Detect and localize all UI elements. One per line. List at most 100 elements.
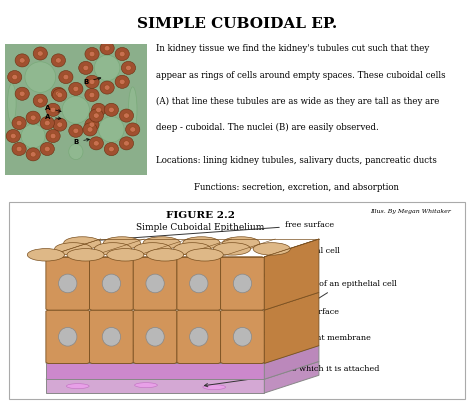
Ellipse shape — [89, 137, 103, 150]
Ellipse shape — [87, 127, 93, 132]
Polygon shape — [90, 257, 133, 310]
Text: basement membrane: basement membrane — [259, 334, 371, 370]
Ellipse shape — [135, 383, 157, 388]
Ellipse shape — [124, 141, 129, 146]
Ellipse shape — [45, 146, 50, 152]
Ellipse shape — [79, 61, 93, 75]
Ellipse shape — [53, 88, 67, 102]
Ellipse shape — [26, 148, 40, 161]
Ellipse shape — [104, 103, 118, 116]
Ellipse shape — [30, 152, 36, 157]
Ellipse shape — [50, 133, 56, 139]
Ellipse shape — [73, 128, 79, 133]
Ellipse shape — [186, 249, 223, 261]
Polygon shape — [46, 346, 319, 364]
Ellipse shape — [59, 71, 73, 84]
Text: (A) that line these tubules are as wide as they are tall as they are: (A) that line these tubules are as wide … — [156, 97, 440, 106]
Ellipse shape — [45, 120, 50, 126]
Ellipse shape — [89, 92, 95, 98]
Ellipse shape — [8, 84, 16, 123]
Ellipse shape — [104, 85, 110, 90]
Ellipse shape — [119, 52, 125, 57]
Ellipse shape — [37, 98, 43, 103]
Ellipse shape — [16, 120, 22, 126]
Ellipse shape — [100, 42, 114, 55]
Ellipse shape — [85, 75, 99, 88]
Ellipse shape — [174, 243, 211, 255]
Ellipse shape — [33, 94, 47, 107]
Ellipse shape — [83, 65, 89, 71]
Ellipse shape — [89, 52, 95, 57]
Ellipse shape — [134, 243, 171, 255]
Polygon shape — [133, 257, 177, 310]
Polygon shape — [264, 361, 319, 393]
Polygon shape — [264, 292, 319, 364]
Ellipse shape — [128, 87, 137, 133]
Ellipse shape — [93, 141, 99, 146]
Ellipse shape — [85, 48, 99, 60]
Ellipse shape — [10, 133, 16, 139]
Ellipse shape — [57, 92, 63, 98]
Ellipse shape — [25, 62, 55, 92]
Ellipse shape — [19, 91, 25, 96]
Ellipse shape — [85, 88, 99, 102]
Ellipse shape — [124, 113, 129, 118]
Ellipse shape — [104, 46, 110, 51]
Ellipse shape — [223, 237, 260, 249]
Ellipse shape — [102, 274, 120, 293]
Ellipse shape — [85, 118, 99, 131]
Ellipse shape — [51, 87, 65, 100]
Ellipse shape — [109, 107, 114, 112]
Polygon shape — [46, 310, 90, 364]
Ellipse shape — [55, 243, 92, 255]
Ellipse shape — [94, 243, 131, 255]
Ellipse shape — [94, 55, 120, 81]
Ellipse shape — [6, 129, 20, 143]
Ellipse shape — [119, 79, 125, 84]
Ellipse shape — [190, 274, 208, 293]
Ellipse shape — [46, 103, 60, 116]
Ellipse shape — [55, 58, 61, 63]
Ellipse shape — [213, 243, 251, 255]
Ellipse shape — [126, 65, 131, 71]
Polygon shape — [46, 364, 264, 379]
Text: A: A — [45, 114, 61, 120]
Ellipse shape — [67, 249, 104, 261]
Ellipse shape — [30, 115, 36, 120]
Ellipse shape — [21, 124, 45, 148]
Ellipse shape — [15, 87, 29, 100]
Text: epithelial cell: epithelial cell — [263, 247, 340, 276]
Ellipse shape — [83, 123, 97, 136]
Text: Functions: secretion, excretion, and absorption: Functions: secretion, excretion, and abs… — [194, 183, 399, 192]
Ellipse shape — [109, 147, 114, 152]
Ellipse shape — [119, 137, 134, 150]
Text: appear as rings of cells around empty spaces. These cuboidal cells: appear as rings of cells around empty sp… — [156, 71, 446, 79]
Ellipse shape — [59, 274, 77, 293]
Ellipse shape — [69, 82, 83, 96]
Text: Illus. By Megan Whitaker: Illus. By Megan Whitaker — [370, 210, 451, 214]
Ellipse shape — [15, 54, 29, 67]
Ellipse shape — [233, 327, 252, 346]
Ellipse shape — [100, 81, 114, 94]
Ellipse shape — [59, 327, 77, 346]
Ellipse shape — [51, 54, 65, 67]
Text: FIGURE 2.2: FIGURE 2.2 — [166, 211, 235, 220]
Ellipse shape — [146, 274, 164, 293]
Ellipse shape — [103, 237, 141, 249]
Text: deep - cuboidal. The nuclei (B) are easily observed.: deep - cuboidal. The nuclei (B) are easi… — [156, 123, 379, 132]
Polygon shape — [220, 257, 264, 310]
Ellipse shape — [119, 109, 134, 122]
Ellipse shape — [91, 103, 106, 116]
Text: B: B — [83, 77, 101, 85]
Ellipse shape — [233, 274, 252, 293]
Ellipse shape — [40, 116, 55, 130]
Ellipse shape — [63, 75, 69, 80]
Ellipse shape — [57, 122, 63, 127]
Polygon shape — [177, 310, 220, 364]
Ellipse shape — [19, 58, 25, 63]
Ellipse shape — [253, 243, 290, 255]
Text: Locations: lining kidney tubules, salivary ducts, pancreatic ducts: Locations: lining kidney tubules, saliva… — [156, 156, 438, 165]
Ellipse shape — [66, 384, 89, 388]
Ellipse shape — [121, 61, 136, 75]
Text: nucleus of an epithelial cell: nucleus of an epithelial cell — [261, 280, 397, 335]
